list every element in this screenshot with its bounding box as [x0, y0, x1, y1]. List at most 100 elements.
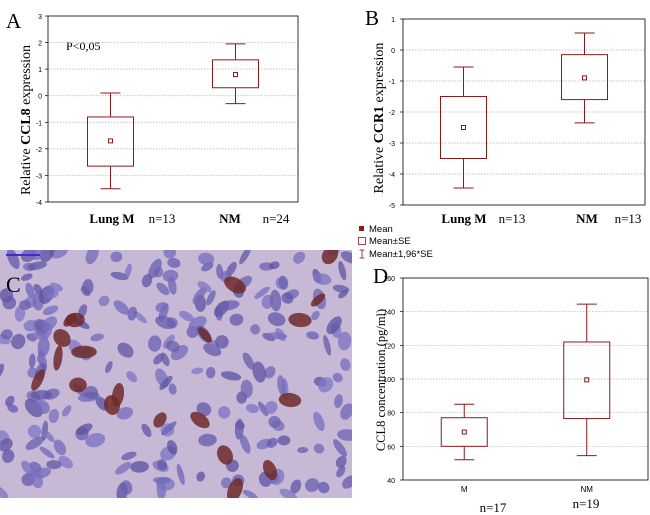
cell-nucleus — [141, 274, 153, 288]
stained-cell — [227, 478, 243, 498]
stained-cell — [31, 369, 45, 391]
cell-nucleus — [277, 375, 286, 396]
cell-nucleus — [46, 460, 62, 470]
cell-nucleus — [332, 372, 343, 383]
y-tick-label-d: 60 — [387, 444, 395, 451]
se-box-a-0 — [87, 116, 134, 167]
chart-panel-d: D CCL8 concentration (pg/ml) n=17 n=19 4… — [373, 264, 649, 515]
cell-nucleus — [124, 263, 132, 279]
cell-nucleus — [197, 281, 212, 293]
y-axis-label-a-suffix: expression — [19, 45, 34, 108]
plot-frame-a — [47, 15, 299, 203]
y-tick-label-d: 160 — [383, 276, 395, 283]
cell-nucleus — [165, 340, 180, 352]
cell-nucleus — [53, 439, 67, 456]
chart-panel-b: B Relative CCR1 expression Lung M n=13 N… — [365, 6, 646, 226]
cell-nucleus — [148, 258, 162, 279]
y-tick-label-b: -1 — [389, 79, 395, 86]
cell-nucleus — [266, 332, 288, 340]
legend-mean-label: Mean — [369, 224, 393, 235]
cell-nucleus — [178, 310, 194, 322]
cell-nucleus — [5, 395, 15, 407]
cell-nucleus — [115, 462, 132, 475]
cell-nucleus — [76, 423, 93, 435]
cell-nucleus — [168, 383, 177, 395]
cell-nucleus — [161, 421, 177, 435]
cell-nucleus — [337, 429, 352, 441]
cell-nucleus — [290, 479, 302, 494]
mean-marker-d-0 — [461, 429, 467, 435]
cell-nucleus — [340, 358, 351, 371]
cell-nucleus — [41, 316, 58, 331]
y-axis-label-b-gene: CCR1 — [372, 106, 387, 143]
stained-cell — [310, 293, 326, 307]
cell-nucleus — [252, 361, 266, 383]
cell-nucleus — [130, 461, 149, 473]
n-label-b-0: n=13 — [499, 211, 526, 226]
cell-nucleus — [266, 437, 278, 448]
stained-cell — [111, 382, 125, 408]
cell-nucleus — [14, 305, 26, 322]
stained-cell — [53, 329, 71, 347]
stained-cell — [190, 411, 210, 429]
y-tick-label-a: -4 — [36, 200, 42, 207]
cell-nucleus — [269, 289, 282, 312]
cell-nucleus — [90, 333, 104, 342]
n-label-d-0: n=17 — [480, 500, 507, 515]
cell-nucleus — [148, 335, 162, 352]
cell-nucleus — [323, 334, 332, 356]
cell-nucleus — [198, 252, 215, 266]
cell-nucleus — [220, 371, 242, 381]
stained-cell — [53, 345, 63, 371]
panel-label-c: C — [6, 272, 21, 297]
cell-nucleus — [305, 478, 320, 493]
cell-nucleus — [33, 283, 43, 295]
cell-nucleus — [30, 332, 49, 340]
se-box-d-0 — [440, 417, 488, 447]
cell-nucleus — [254, 286, 270, 299]
cell-nucleus — [121, 451, 137, 461]
cell-nucleus — [27, 424, 42, 439]
cell-nucleus — [313, 411, 325, 432]
cell-nucleus — [85, 250, 99, 265]
cell-nucleus — [166, 317, 178, 329]
category-label-a-1: NM — [219, 211, 241, 226]
cell-nucleus — [242, 489, 258, 498]
y-tick-label-b: 0 — [391, 48, 395, 55]
y-tick-label-a: -2 — [36, 147, 42, 154]
cell-nucleus — [1, 329, 13, 340]
cell-nucleus — [196, 402, 212, 417]
panel-label-d: D — [373, 264, 388, 288]
cell-nucleus — [267, 312, 286, 327]
chart-legend: Mean Mean±SE Mean±1,96*SE — [358, 224, 433, 260]
cell-nucleus — [152, 476, 171, 484]
panel-label-a: A — [6, 9, 22, 33]
p-value-annotation: P<0,05 — [66, 39, 100, 53]
cell-nucleus — [336, 465, 346, 478]
category-label-b-0: Lung M — [441, 211, 486, 226]
cell-nucleus — [167, 257, 181, 268]
n-label-a-1: n=24 — [263, 211, 290, 226]
category-label-b-1: NM — [576, 211, 598, 226]
mean-marker-a-0 — [108, 138, 113, 144]
cell-nucleus — [162, 269, 179, 282]
cell-nucleus — [198, 433, 217, 447]
y-axis-label-b-suffix: expression — [372, 43, 387, 106]
y-axis-label-a-prefix: Relative — [19, 145, 34, 195]
chart-panel-a: A Relative CCL8 expression P<0,05 Lung M… — [6, 9, 299, 226]
cell-nucleus — [127, 306, 138, 321]
y-tick-label-d: 120 — [383, 343, 395, 350]
cell-nucleus — [117, 342, 134, 358]
cell-nucleus — [337, 331, 352, 351]
legend-se-marker — [358, 237, 366, 245]
cell-nucleus — [313, 273, 332, 285]
cell-nucleus — [250, 324, 261, 335]
y-axis-label-d: CCL8 concentration (pg/ml) — [374, 309, 388, 451]
cell-nucleus — [293, 251, 306, 264]
cell-nucleus — [159, 375, 173, 390]
stained-cell — [69, 377, 87, 393]
cell-nucleus — [340, 403, 352, 420]
y-tick-label-a: 3 — [38, 14, 42, 21]
panel-label-b: B — [365, 6, 379, 30]
cell-nucleus — [239, 250, 251, 265]
